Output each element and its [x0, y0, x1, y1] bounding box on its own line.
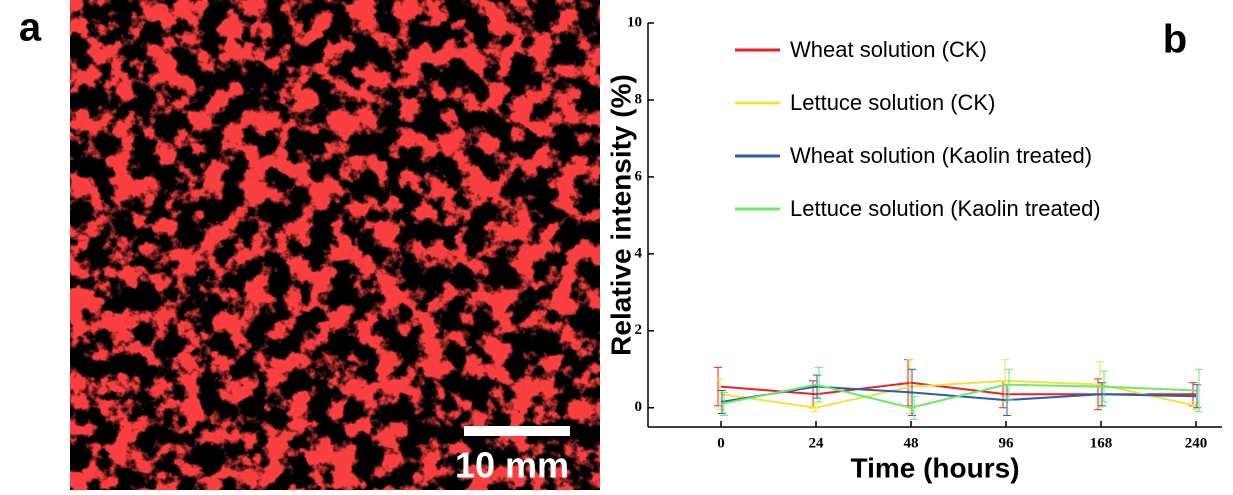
y-tick-label: 4 [635, 245, 643, 261]
series-line [720, 383, 1197, 409]
y-tick-label: 8 [635, 91, 643, 107]
panel-label: b [1163, 18, 1187, 62]
y-tick-label: 6 [635, 168, 643, 184]
y-tick-label: 2 [635, 322, 643, 338]
x-axis-title: Time (hours) [850, 452, 1019, 483]
legend-label: Lettuce solution (Kaolin treated) [790, 196, 1101, 221]
x-tick-label: 0 [717, 435, 725, 451]
micrograph-signal [70, 0, 600, 490]
x-tick-label: 24 [809, 435, 825, 451]
x-tick-label: 48 [904, 435, 919, 451]
scale-bar-label: 10 mm [455, 445, 569, 486]
y-tick-label: 10 [627, 14, 642, 30]
x-tick-label: 96 [999, 435, 1015, 451]
y-tick-label: 0 [635, 399, 643, 415]
legend-label: Wheat solution (CK) [790, 37, 987, 62]
panel-label: a [19, 6, 42, 50]
legend-label: Lettuce solution (CK) [790, 90, 995, 115]
x-tick-label: 240 [1185, 435, 1208, 451]
x-tick-label: 168 [1090, 435, 1113, 451]
scale-bar [464, 426, 570, 436]
legend-label: Wheat solution (Kaolin treated) [790, 143, 1092, 168]
y-axis-title: Relative intensity (%) [605, 74, 636, 356]
